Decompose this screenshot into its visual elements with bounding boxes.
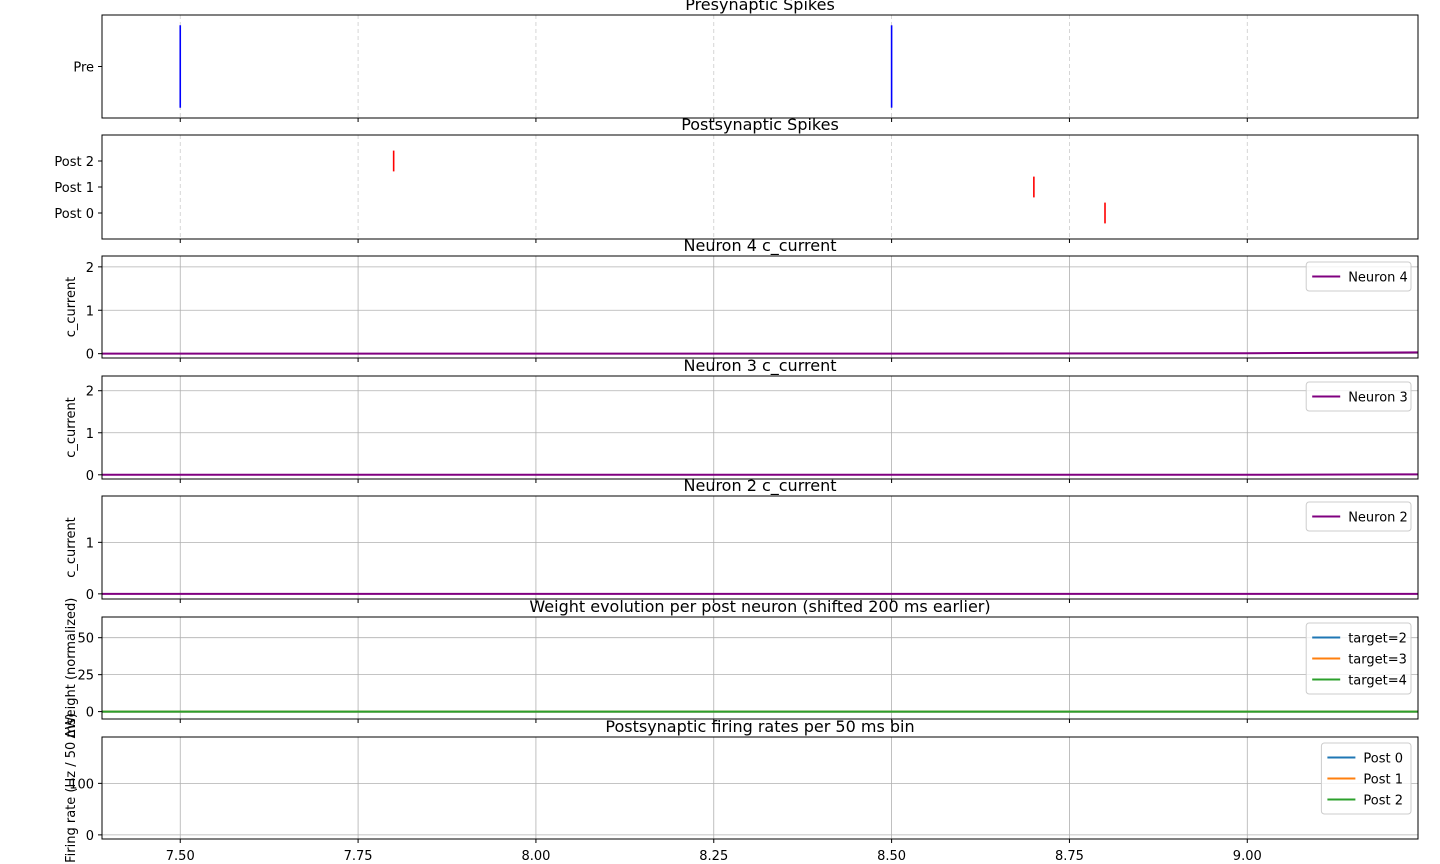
y-tick-label: Post 2 <box>54 155 94 170</box>
y-tick-label: 1 <box>86 304 94 319</box>
data-layer <box>392 150 1106 224</box>
legend: Neuron 2 <box>1305 501 1412 532</box>
panel-title: Postsynaptic Spikes <box>681 115 839 134</box>
panel-title: Neuron 3 c_current <box>684 356 837 376</box>
x-tick-label: 8.75 <box>1055 849 1084 864</box>
y-tick-label: Post 1 <box>54 181 94 196</box>
panel-title: Presynaptic Spikes <box>685 0 835 14</box>
data-layer <box>102 351 1418 355</box>
legend-label: Neuron 4 <box>1348 271 1408 286</box>
y-tick-label: 0 <box>86 588 94 603</box>
y-tick-label: 50 <box>77 632 94 647</box>
y-tick-label: Pre <box>73 61 94 76</box>
panel-title: Neuron 4 c_current <box>684 236 837 256</box>
y-tick-label: 2 <box>86 261 94 276</box>
panel-rates: 7.50 7.75 8.00 8.25 8.50 8.75 9.00 0 100 Postsyna… <box>64 713 1419 864</box>
legend: Neuron 4 <box>1305 261 1412 292</box>
panel-title: Postsynaptic firing rates per 50 ms bin <box>605 717 914 736</box>
panel-title: Neuron 2 c_current <box>684 476 837 496</box>
x-tick-label: 8.00 <box>521 849 550 864</box>
axes-frame <box>101 616 1419 720</box>
y-tick-label: 0 <box>86 829 94 844</box>
legend-box <box>1305 622 1412 695</box>
legend-label: Neuron 2 <box>1348 511 1408 526</box>
y-tick-label: 0 <box>86 348 94 363</box>
y-tick-label: 100 <box>69 777 94 792</box>
y-axis-label: c_current <box>64 397 79 458</box>
legend: Post 0 Post 1 Post 2 <box>1320 742 1412 815</box>
legend-box <box>1305 501 1412 532</box>
panel-n3: 0 1 2 Neuron 3 c_current c_current Neuron 3 <box>64 356 1419 484</box>
panel-pre: Pre Presynaptic Spikes <box>73 0 1419 122</box>
y-tick-label: 1 <box>86 536 94 551</box>
data-layer <box>179 25 893 108</box>
legend-label: Neuron 3 <box>1348 391 1408 406</box>
axes-frame <box>101 14 1419 119</box>
x-tick-label: 8.50 <box>877 849 906 864</box>
y-tick-label: 1 <box>86 427 94 442</box>
legend: target=2 target=3 target=4 <box>1305 622 1412 695</box>
panel-n2: 0 1 Neuron 2 c_current c_current Neuron 2 <box>64 476 1419 603</box>
y-axis-label: ΔWeight (normalized) <box>64 598 79 739</box>
y-tick-label: 25 <box>77 669 94 684</box>
axes-frame <box>101 375 1419 480</box>
panel-post: Post 0 Post 1 Post 2 Postsynaptic Spikes <box>54 115 1419 243</box>
legend-label: Post 0 <box>1363 752 1403 767</box>
y-axis-label: c_current <box>64 517 79 578</box>
legend-label: Post 2 <box>1363 794 1403 809</box>
y-tick-label: 0 <box>86 706 94 721</box>
legend-box <box>1305 261 1412 292</box>
axes-frame <box>101 255 1419 359</box>
axes-frame <box>101 736 1419 840</box>
y-tick-label: 0 <box>86 469 94 484</box>
y-tick-label: 2 <box>86 385 94 400</box>
axes-frame <box>101 134 1419 240</box>
panel-n4: 0 1 2 Neuron 4 c_current c_current Neuron 4 <box>64 236 1419 363</box>
x-tick-label: 7.50 <box>166 849 195 864</box>
legend-label: Post 1 <box>1363 773 1403 788</box>
legend-box <box>1305 381 1412 412</box>
panel-title: Weight evolution per post neuron (shifte… <box>529 597 990 616</box>
axes-frame <box>101 495 1419 600</box>
panel-weights: 0 25 50 Weight evolution per post neuron (s… <box>64 597 1419 739</box>
series-line <box>102 351 1418 355</box>
y-axis-label: c_current <box>64 277 79 338</box>
legend-box <box>1320 742 1412 815</box>
y-tick-label: Post 0 <box>54 207 94 222</box>
y-axis-label: Firing rate (Hz / 50 ms) <box>64 713 79 863</box>
legend-label: target=2 <box>1348 632 1407 647</box>
legend: Neuron 3 <box>1305 381 1412 412</box>
x-tick-label: 9.00 <box>1233 849 1262 864</box>
x-tick-label: 7.75 <box>344 849 373 864</box>
legend-label: target=3 <box>1348 653 1407 668</box>
x-tick-label: 8.25 <box>699 849 728 864</box>
legend-label: target=4 <box>1348 674 1407 689</box>
